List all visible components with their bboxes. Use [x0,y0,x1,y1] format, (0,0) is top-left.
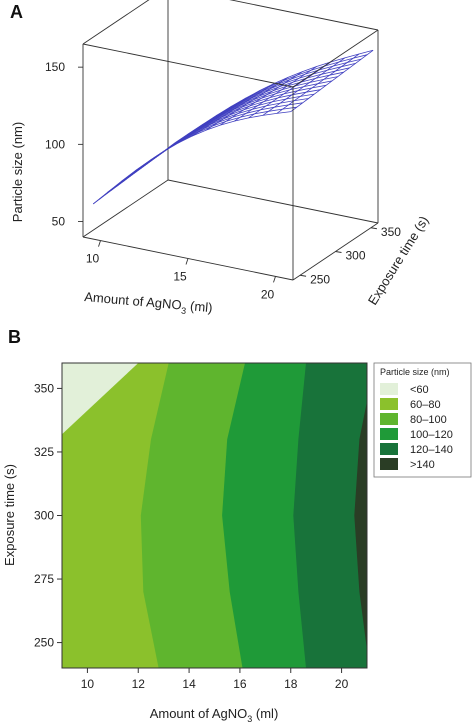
y-tick-mark [300,274,307,277]
y-tick-label: 300 [34,509,54,523]
legend: Particle size (nm) <60 60–80 80–100 100–120… [373,362,472,478]
mesh-line [98,106,297,200]
x-axis-ticks: 10 15 20 [86,240,276,301]
y-axis-ticks: 250 275 300 325 350 [34,381,62,650]
x-axis-title: Amount of AgNO3 (ml) [83,289,213,318]
x-tick-label: 14 [182,677,196,691]
legend-swatch [380,398,398,410]
x-tick-label: 10 [86,252,100,266]
x-tick-label: 12 [132,677,146,691]
legend-swatch [380,458,398,470]
x-axis-title-unit: (ml) [252,706,278,721]
x-axis-title-unit: (ml) [186,298,213,315]
surface-mesh [92,49,374,205]
legend-label: 80–100 [410,414,447,426]
y-axis-ticks: 250 300 350 [300,225,401,286]
x-tick-label: 18 [284,677,298,691]
mesh-line [163,58,362,152]
y-tick-label: 300 [346,249,366,263]
legend-label: 120–140 [410,444,453,456]
y-tick-label: 350 [381,225,401,239]
z-tick-label: 50 [52,215,66,229]
mesh-line [92,111,291,205]
x-axis-title-main: Amount of AgNO [150,706,248,721]
x-tick-mark [185,258,189,265]
z-tick-label: 100 [45,137,65,151]
x-tick-label: 16 [233,677,247,691]
y-tick-label: 250 [310,272,330,286]
mesh-line [157,63,356,157]
y-axis-title: Exposure time (s) [2,464,17,566]
legend-label: <60 [410,384,429,396]
y-tick-mark [335,251,342,253]
legend-swatch [380,383,398,395]
x-tick-mark [273,276,276,283]
box-edge-right-top [292,29,379,88]
box-edge-back-bottom [167,179,379,224]
x-axis-ticks: 10 12 14 16 18 20 [81,668,349,691]
z-tick-label: 150 [45,60,65,74]
legend-label: >140 [410,459,435,471]
contour-chart: 10 12 14 16 18 20 250 275 300 325 350 Amount of A… [2,362,472,724]
mesh-line [151,67,350,161]
z-axis-ticks: 50 100 150 [45,60,83,229]
contour-region-above-140 [354,401,367,651]
y-tick-label: 275 [34,572,54,586]
y-tick-label: 325 [34,445,54,459]
contour-region-below-60 [62,363,139,435]
box-edge-left-top [82,0,150,45]
legend-swatch [380,413,398,425]
chart-box-front-edges [82,29,379,281]
contour-fill-regions [62,363,367,668]
legend-swatch [380,443,398,455]
x-tick-mark [98,240,101,247]
x-axis-title-subscript: 3 [181,306,187,316]
x-axis-title: Amount of AgNO3 (ml) [150,706,279,724]
legend-title: Particle size (nm) [380,367,450,377]
box-edge-front-top [82,43,294,88]
y-tick-label: 250 [34,636,54,650]
z-axis-title: Particle size (nm) [10,122,25,222]
legend-label: 100–120 [410,429,453,441]
surface-3d-chart: 50 100 150 10 15 20 250 300 350 Particle size … [10,0,432,318]
box-edge-back-top [229,0,379,31]
box-edge-left-floor [82,179,169,238]
x-axis-title-main: Amount of AgNO [84,289,182,312]
x-tick-label: 20 [261,287,275,301]
y-tick-mark [370,227,377,230]
panel-b-label: B [8,327,21,347]
legend-label: 60–80 [410,399,441,411]
x-tick-label: 20 [335,677,349,691]
contour-region-120-140 [293,363,367,668]
y-tick-label: 350 [34,381,54,395]
legend-items: <60 60–80 80–100 100–120 120–140 >140 [380,383,453,471]
legend-swatch [380,428,398,440]
mesh-line [104,102,303,196]
panel-a-label: A [10,2,23,22]
x-tick-label: 15 [173,270,187,284]
x-axis-title-subscript: 3 [247,714,252,724]
x-tick-label: 10 [81,677,95,691]
